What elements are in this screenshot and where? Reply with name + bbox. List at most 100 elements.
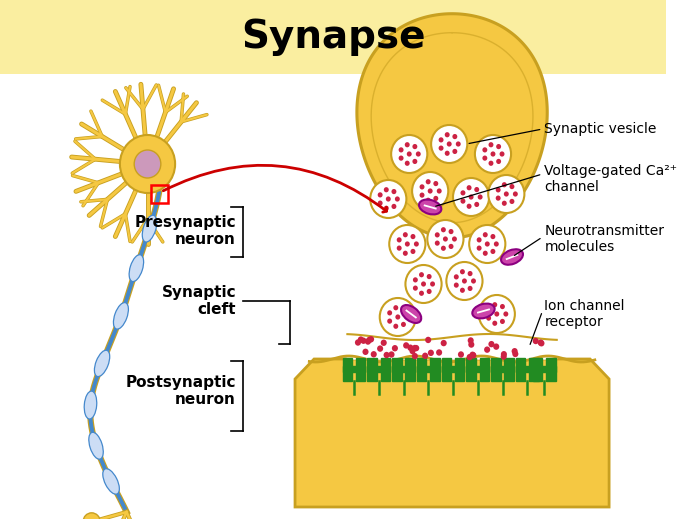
Text: Synaptic vesicle: Synaptic vesicle bbox=[545, 122, 657, 136]
Text: Neurotransmitter
molecules: Neurotransmitter molecules bbox=[545, 224, 664, 254]
Circle shape bbox=[441, 245, 446, 251]
Ellipse shape bbox=[113, 303, 128, 329]
Circle shape bbox=[358, 336, 364, 343]
Circle shape bbox=[477, 237, 482, 242]
Polygon shape bbox=[491, 365, 514, 372]
Polygon shape bbox=[342, 365, 365, 372]
Circle shape bbox=[414, 241, 419, 247]
Circle shape bbox=[391, 204, 396, 209]
Circle shape bbox=[479, 295, 515, 333]
Circle shape bbox=[389, 225, 426, 263]
Circle shape bbox=[452, 149, 457, 154]
Circle shape bbox=[468, 195, 474, 200]
Polygon shape bbox=[533, 358, 542, 381]
Circle shape bbox=[419, 193, 424, 198]
Circle shape bbox=[512, 351, 519, 357]
Circle shape bbox=[500, 319, 505, 324]
Circle shape bbox=[488, 175, 524, 213]
Text: Synaptic
cleft: Synaptic cleft bbox=[162, 285, 236, 317]
Circle shape bbox=[475, 202, 480, 207]
Circle shape bbox=[427, 274, 432, 279]
Polygon shape bbox=[295, 359, 609, 507]
Polygon shape bbox=[342, 358, 352, 381]
Polygon shape bbox=[392, 358, 402, 381]
Circle shape bbox=[453, 178, 489, 216]
Circle shape bbox=[384, 206, 388, 211]
Ellipse shape bbox=[84, 391, 97, 419]
Ellipse shape bbox=[142, 215, 157, 242]
Ellipse shape bbox=[103, 469, 119, 494]
Circle shape bbox=[427, 220, 463, 258]
Circle shape bbox=[407, 345, 414, 351]
Circle shape bbox=[398, 156, 404, 161]
Circle shape bbox=[410, 234, 415, 239]
Polygon shape bbox=[347, 334, 556, 359]
Polygon shape bbox=[368, 365, 390, 372]
Polygon shape bbox=[546, 358, 556, 381]
Circle shape bbox=[416, 152, 421, 157]
Circle shape bbox=[384, 187, 388, 193]
Circle shape bbox=[419, 291, 424, 296]
Polygon shape bbox=[442, 358, 451, 381]
Circle shape bbox=[435, 233, 440, 238]
Circle shape bbox=[489, 142, 493, 147]
Circle shape bbox=[387, 310, 392, 316]
Circle shape bbox=[456, 141, 461, 146]
Circle shape bbox=[444, 151, 449, 156]
Circle shape bbox=[502, 182, 507, 187]
Circle shape bbox=[503, 311, 508, 317]
Circle shape bbox=[458, 351, 464, 358]
Circle shape bbox=[391, 189, 396, 194]
Circle shape bbox=[494, 344, 499, 350]
Circle shape bbox=[386, 196, 391, 201]
Ellipse shape bbox=[419, 200, 441, 214]
Circle shape bbox=[412, 159, 417, 164]
Text: Voltage-gated Ca²⁺
channel: Voltage-gated Ca²⁺ channel bbox=[545, 164, 678, 194]
Circle shape bbox=[491, 152, 496, 157]
Circle shape bbox=[468, 286, 472, 291]
Circle shape bbox=[502, 201, 507, 206]
Circle shape bbox=[392, 345, 398, 351]
Circle shape bbox=[407, 152, 412, 157]
Circle shape bbox=[467, 354, 473, 360]
Circle shape bbox=[422, 352, 428, 359]
Circle shape bbox=[462, 278, 467, 283]
Circle shape bbox=[454, 282, 458, 288]
Circle shape bbox=[504, 192, 509, 197]
Circle shape bbox=[492, 321, 497, 326]
Circle shape bbox=[496, 159, 501, 164]
Text: Synapse: Synapse bbox=[241, 18, 426, 56]
Circle shape bbox=[405, 315, 409, 320]
Circle shape bbox=[496, 196, 500, 201]
Circle shape bbox=[538, 340, 545, 347]
Polygon shape bbox=[516, 358, 525, 381]
Circle shape bbox=[83, 513, 100, 519]
Circle shape bbox=[378, 200, 383, 206]
Circle shape bbox=[360, 337, 367, 344]
Ellipse shape bbox=[134, 150, 161, 178]
Circle shape bbox=[441, 340, 447, 346]
Circle shape bbox=[377, 345, 383, 352]
Circle shape bbox=[469, 225, 505, 263]
Circle shape bbox=[405, 265, 442, 303]
Text: Presynaptic
neuron: Presynaptic neuron bbox=[134, 215, 236, 247]
Circle shape bbox=[492, 302, 497, 307]
Ellipse shape bbox=[473, 304, 495, 319]
Circle shape bbox=[486, 307, 491, 312]
Text: Ion channel
receptor: Ion channel receptor bbox=[545, 299, 625, 329]
Circle shape bbox=[483, 232, 488, 237]
Polygon shape bbox=[529, 358, 539, 381]
Circle shape bbox=[489, 161, 493, 166]
Circle shape bbox=[403, 342, 410, 349]
Polygon shape bbox=[466, 358, 476, 381]
Circle shape bbox=[405, 142, 409, 147]
Circle shape bbox=[419, 272, 424, 277]
Circle shape bbox=[468, 342, 475, 348]
Circle shape bbox=[428, 188, 433, 194]
Circle shape bbox=[494, 241, 499, 247]
Circle shape bbox=[439, 145, 444, 151]
Circle shape bbox=[381, 339, 387, 346]
Circle shape bbox=[430, 281, 435, 286]
Circle shape bbox=[475, 135, 511, 173]
Circle shape bbox=[431, 125, 468, 163]
